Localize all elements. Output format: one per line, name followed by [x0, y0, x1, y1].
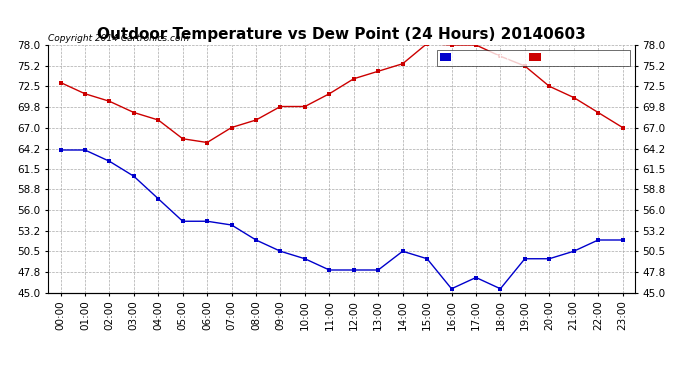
Text: Copyright 2014 Cartronics.com: Copyright 2014 Cartronics.com — [48, 33, 190, 42]
Title: Outdoor Temperature vs Dew Point (24 Hours) 20140603: Outdoor Temperature vs Dew Point (24 Hou… — [97, 27, 586, 42]
Legend: Dew Point (°F), Temperature (°F): Dew Point (°F), Temperature (°F) — [437, 50, 630, 66]
